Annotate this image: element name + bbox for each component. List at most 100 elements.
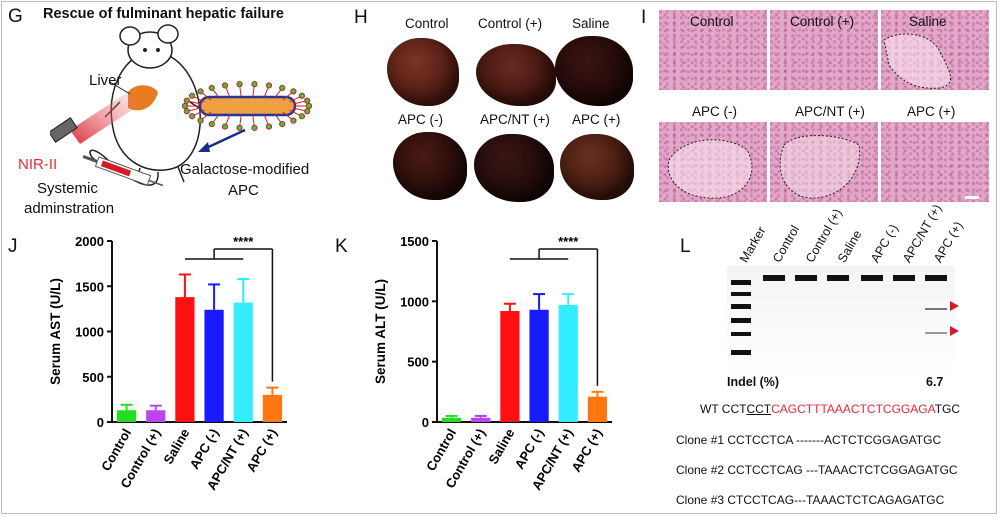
- galactose-ligand: [279, 121, 286, 128]
- y-tick-label: 500: [407, 355, 429, 370]
- galactose-ligand: [221, 82, 229, 89]
- gel-bands: [727, 266, 955, 378]
- syringe-icon: [82, 155, 164, 187]
- red-triangle-icon: [950, 326, 959, 336]
- galactose-ligand: [181, 102, 189, 110]
- panel-letter-i: I: [641, 7, 647, 28]
- galactose-ligand: [251, 81, 258, 88]
- systemic-label-line1: Systemic: [37, 180, 98, 197]
- galactose-ligand: [236, 81, 243, 88]
- galactose-ligand: [265, 82, 273, 89]
- significance-label: ****: [233, 234, 254, 249]
- liver-label-apc-plus: APC (+): [572, 112, 621, 127]
- mouse-illustration: [50, 24, 313, 187]
- scale-bar: [965, 196, 979, 199]
- mouse-body: [110, 50, 201, 171]
- systemic-label-line2: adminstration: [24, 200, 115, 217]
- galactose-ligand: [189, 92, 196, 99]
- histology-tile-control-plus: [770, 10, 878, 90]
- bar: [558, 304, 578, 422]
- galactose-ligand: [221, 123, 229, 130]
- indel-value: 6.7: [926, 375, 944, 389]
- liver-label-control: Control: [405, 16, 449, 31]
- clone-1-sequence: Clone #1 CCTCCTCA -------ACTCTCGGAGATGC: [676, 433, 942, 447]
- panel-letter-g: G: [8, 6, 23, 27]
- histology-label-saline: Saline: [909, 14, 947, 29]
- liver-label: Liver: [89, 72, 122, 89]
- bar: [146, 410, 166, 422]
- apc-label-line1: Galactose-modified: [180, 161, 310, 178]
- histology-label-apcnt-plus: APC/NT (+): [795, 104, 865, 119]
- histology-label-apc-minus: APC (-): [692, 104, 737, 119]
- liver-photo-apcnt-plus: [474, 134, 554, 202]
- bar: [175, 297, 195, 422]
- galactose-ligand: [183, 97, 190, 104]
- y-tick-label: 0: [97, 415, 104, 430]
- clone-2-sequence: Clone #2 CCTCCTCAG ---TAAACTCTCGGAGATGC: [676, 463, 958, 477]
- mouse-ear-right: [157, 24, 179, 44]
- galactose-ligand: [279, 84, 286, 91]
- y-tick-label: 1500: [75, 279, 104, 294]
- galactose-ligand: [208, 121, 215, 128]
- liver-label-saline: Saline: [572, 16, 610, 31]
- y-axis-label: Serum AST (U/L): [48, 278, 63, 385]
- liver-photo-saline: [555, 36, 633, 106]
- histology-label-control-plus: Control (+): [790, 14, 855, 29]
- galactose-ligand: [304, 97, 311, 104]
- y-tick-label: 2000: [75, 234, 104, 249]
- bar: [500, 310, 520, 422]
- galactose-ligand: [290, 117, 297, 124]
- wt-sequence: WT CCTCCTCAGCTTTAAACTCTCGGAGATGC: [700, 402, 961, 416]
- bar: [233, 302, 253, 422]
- liver-label-apc-minus: APC (-): [398, 112, 443, 127]
- histology-tile-control: [659, 10, 767, 90]
- nir-label: NIR-II: [18, 156, 58, 173]
- y-tick-label: 1000: [400, 294, 429, 309]
- y-tick-label: 1000: [75, 325, 104, 340]
- apc-label-line2: APC: [228, 182, 259, 199]
- clone-3-sequence: Clone #3 CTCCTCAG---TAAACTCTCAGAGATGC: [676, 493, 945, 507]
- bar: [529, 309, 549, 422]
- product-bands: [763, 275, 947, 334]
- bar: [441, 417, 462, 422]
- galactose-ligand: [304, 108, 311, 115]
- histology-tile-apc-plus: [881, 122, 989, 202]
- liver-label-control-plus: Control (+): [478, 16, 543, 31]
- mouse-ear-left: [119, 26, 141, 46]
- laser-pointer: [50, 117, 78, 143]
- bar: [471, 417, 491, 422]
- galactose-ligand: [265, 123, 273, 130]
- histology-label-apc-plus: APC (+): [907, 104, 956, 119]
- bar: [204, 309, 224, 422]
- histology-lesion-outlines: [667, 33, 979, 199]
- red-triangle-icon: [950, 301, 959, 311]
- bar: [116, 410, 137, 422]
- galactose-ligand: [208, 84, 215, 91]
- y-axis-label: Serum ALT (U/L): [373, 279, 388, 384]
- galactose-ligand: [251, 124, 258, 131]
- galactose-ligand: [197, 117, 204, 124]
- galactose-ligand: [298, 92, 305, 99]
- liver-photo-control-plus: [476, 44, 556, 106]
- galactose-ligand: [183, 108, 190, 115]
- indel-label: Indel (%): [727, 375, 780, 389]
- nir-beam: [70, 92, 138, 144]
- mouse-eye: [156, 48, 160, 52]
- panel-letter-j: J: [8, 236, 18, 257]
- galactose-ligand: [305, 102, 313, 110]
- significance-label: ****: [558, 234, 579, 249]
- galactose-ligand: [236, 124, 243, 131]
- apc-nanorod-icon: [198, 95, 297, 117]
- cleavage-arrow-icons: [950, 301, 959, 336]
- delivery-arrow: [201, 128, 246, 152]
- histology-label-control: Control: [690, 14, 734, 29]
- panel-letter-h: H: [354, 7, 368, 28]
- panel-letter-l: L: [680, 236, 691, 257]
- bar: [262, 394, 283, 422]
- galactose-ligand: [197, 88, 204, 95]
- liver-photo-apc-plus: [560, 134, 634, 200]
- y-tick-label: 1500: [400, 234, 429, 249]
